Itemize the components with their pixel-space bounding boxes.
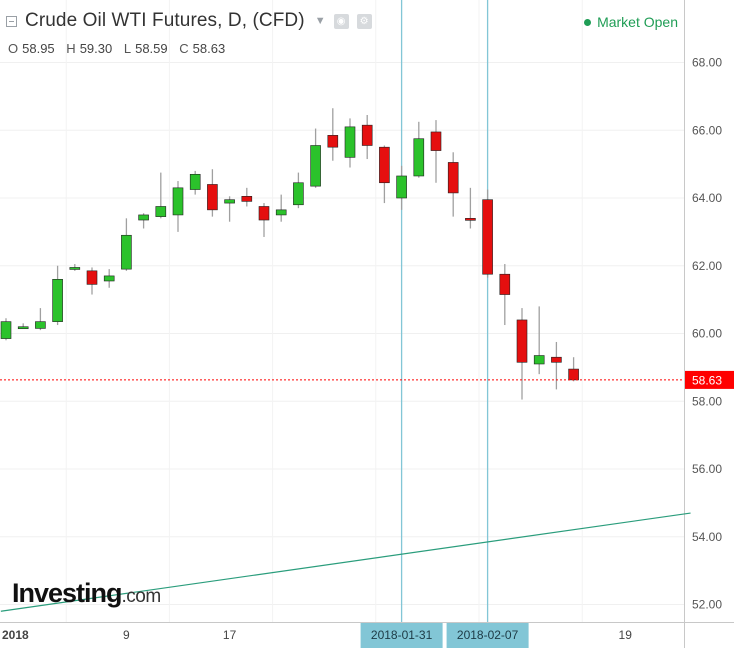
collapse-icon[interactable]: [6, 15, 17, 27]
ohlc-value-high: 59.30: [79, 41, 113, 56]
date-marker-badge-1: [446, 623, 529, 648]
candle-body-7: [121, 234, 132, 270]
logo-main-text: Investing: [12, 578, 123, 608]
market-status: Market Open: [584, 14, 678, 30]
candle-body-26: [447, 162, 459, 194]
candle-body-9: [155, 206, 167, 217]
candle-body-20: [344, 126, 356, 158]
ohlc-label-low: L: [123, 41, 132, 56]
y-tick-label-3: 58.00: [692, 394, 722, 408]
candle-body-27: [465, 218, 476, 221]
candle-body-0: [0, 321, 12, 339]
candle-body-32: [551, 356, 562, 363]
y-tick-label-6: 64.00: [692, 191, 722, 205]
candle-body-22: [379, 146, 390, 184]
x-tick-label-3: 19: [619, 628, 633, 642]
x-tick-label-1: 9: [123, 628, 130, 642]
chart-title: Crude Oil WTI Futures, D, (CFD): [25, 10, 305, 31]
caret-down-icon[interactable]: ▼: [314, 15, 326, 27]
candle-body-29: [499, 273, 511, 295]
ohlc-value-close: 58.63: [192, 41, 226, 56]
investing-logo: Investing .com: [12, 578, 161, 609]
y-tick-label-4: 60.00: [692, 327, 722, 341]
ohlc-readout: O 58.95 H 59.30 L 58.59 C 58.63: [8, 41, 233, 56]
last-price-badge: [685, 370, 734, 389]
ohlc-label-close: C: [179, 41, 189, 56]
candle-body-2: [35, 321, 46, 329]
candle-body-1: [17, 326, 29, 330]
x-tick-label-2: 17: [223, 628, 237, 642]
trendline: [0, 512, 691, 612]
logo-domain-text: .com: [121, 586, 162, 607]
market-status-label: Market Open: [597, 14, 678, 30]
y-tick-label-5: 62.00: [692, 259, 722, 273]
candle-body-18: [310, 145, 321, 187]
y-tick-label-2: 56.00: [692, 462, 722, 476]
candle-body-6: [103, 275, 115, 282]
y-tick-label-0: 52.00: [692, 598, 722, 612]
candle-body-21: [361, 124, 373, 146]
date-marker-badge-0: [360, 623, 443, 648]
ohlc-value-low: 58.59: [135, 41, 168, 56]
ohlc-value-open: 58.95: [22, 41, 55, 56]
candle-body-8: [138, 214, 149, 221]
ohlc-label-open: O: [8, 41, 19, 56]
y-tick-label-7: 66.00: [692, 123, 722, 137]
candle-body-14: [241, 196, 253, 202]
candle-body-24: [413, 138, 425, 177]
y-tick-label-1: 54.00: [692, 530, 722, 544]
last-price-label: 58.63: [692, 373, 722, 387]
candle-body-3: [52, 278, 63, 322]
candle-body-31: [533, 355, 545, 365]
eye-icon[interactable]: ◉: [333, 13, 349, 29]
candle-body-5: [86, 270, 98, 285]
chart-header: Crude Oil WTI Futures, D, (CFD) ▼ ◉ ⚙: [6, 10, 372, 32]
candle-body-23: [396, 175, 407, 199]
candle-body-4: [69, 267, 81, 270]
date-marker-label-0: 2018-01-31: [371, 628, 433, 642]
status-dot-icon: [584, 18, 592, 26]
candle-body-19: [327, 135, 339, 148]
candle-body-16: [275, 209, 287, 216]
candle-body-30: [516, 319, 528, 363]
candle-body-17: [293, 182, 304, 206]
candle-body-28: [482, 199, 493, 275]
candle-body-25: [430, 131, 442, 151]
x-tick-label-0: 2018: [2, 628, 29, 642]
date-marker-label-1: 2018-02-07: [457, 628, 519, 642]
candle-body-33: [568, 368, 579, 381]
candle-body-10: [172, 187, 184, 216]
ohlc-label-high: H: [66, 41, 76, 56]
candle-body-13: [224, 199, 235, 204]
candle-body-12: [207, 184, 218, 211]
y-tick-label-8: 68.00: [692, 56, 722, 70]
candle-body-15: [258, 206, 270, 221]
settings-icon[interactable]: ⚙: [356, 13, 372, 29]
candle-body-11: [189, 173, 201, 190]
